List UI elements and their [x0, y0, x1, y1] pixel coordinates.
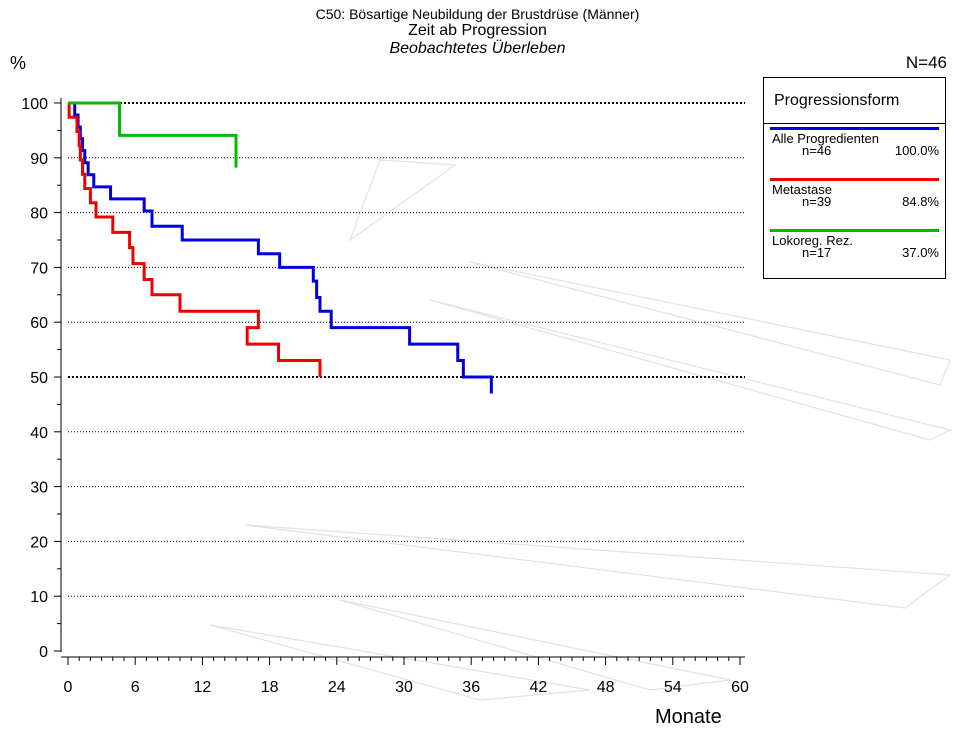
- x-tick-label: 30: [395, 679, 413, 696]
- legend-entry-name: Lokoreg. Rez.: [772, 233, 853, 248]
- watermark-shape: [348, 159, 457, 242]
- x-tick-label: 54: [664, 679, 682, 696]
- gridlines: [68, 102, 745, 597]
- y-tick-label: 70: [30, 260, 48, 277]
- legend-entry-count: n=46: [802, 143, 832, 158]
- legend-entry-name: Metastase: [772, 182, 832, 197]
- legend-entry-alle-progredienten: Alle Progredienten n=46 100.0%: [764, 127, 945, 173]
- y-tick-label: 20: [30, 534, 48, 551]
- x-tick-label: 36: [462, 679, 480, 696]
- series-metastase: [67, 101, 322, 377]
- y-tick-label: 80: [30, 206, 48, 223]
- legend-swatch: [770, 229, 939, 232]
- total-count: N=46: [905, 53, 947, 72]
- x-tick-label: 6: [131, 679, 140, 696]
- legend-entry-percent: 84.8%: [902, 194, 939, 209]
- chart-title-timeframe: Zeit ab Progression: [408, 22, 547, 39]
- series-lokoreg-rez-: [68, 101, 238, 168]
- y-tick-label: 60: [30, 315, 48, 332]
- y-tick-label: 40: [30, 425, 48, 442]
- x-tick-label: 18: [261, 679, 279, 696]
- legend-swatch: [770, 127, 939, 130]
- y-tick-label: 50: [30, 370, 48, 387]
- x-tick-label: 12: [194, 679, 212, 696]
- series-alle-progredienten: [68, 101, 493, 394]
- y-tick-label: 90: [30, 151, 48, 168]
- legend-entry-count: n=39: [802, 194, 832, 209]
- series-lines: [67, 101, 493, 394]
- watermark-shape: [469, 261, 951, 386]
- watermark-shape: [244, 524, 952, 609]
- y-tick-label: 30: [30, 480, 48, 497]
- chart-subtitle: Beobachtetes Überleben: [389, 40, 566, 57]
- legend-divider: [764, 123, 945, 124]
- legend-title: Progressionsform: [774, 92, 900, 109]
- legend-swatch: [770, 178, 939, 181]
- x-tick-label: 42: [530, 679, 548, 696]
- axes: 0 10 20 30 40 50 60 70 80 90 100 0 6 12 18 24 30 36 42 48 54…: [21, 96, 749, 696]
- y-tick-label: 0: [39, 644, 48, 661]
- legend: Progressionsform Alle Progredienten n=46…: [763, 77, 946, 279]
- x-axis-label: Monate: [655, 706, 722, 728]
- y-tick-label: 10: [30, 589, 48, 606]
- legend-entry-lokoreg-rez: Lokoreg. Rez. n=17 37.0%: [764, 229, 945, 275]
- legend-entry-percent: 100.0%: [894, 143, 939, 158]
- watermark-shape: [339, 599, 731, 691]
- chart-title-diagnosis: C50: Bösartige Neubildung der Brustdrüse…: [315, 6, 640, 22]
- legend-entry-name: Alle Progredienten: [772, 131, 879, 146]
- y-tick-label: 100: [21, 96, 48, 113]
- legend-entry-percent: 37.0%: [902, 245, 939, 260]
- x-tick-label: 24: [328, 679, 346, 696]
- legend-entry-metastase: Metastase n=39 84.8%: [764, 178, 945, 224]
- watermark-shape: [429, 299, 952, 441]
- legend-entry-count: n=17: [802, 245, 832, 260]
- y-axis-unit: %: [10, 53, 27, 73]
- watermark-shapes: [209, 159, 952, 701]
- x-tick-label: 0: [64, 679, 73, 696]
- x-tick-label: 60: [731, 679, 749, 696]
- x-tick-label: 48: [597, 679, 615, 696]
